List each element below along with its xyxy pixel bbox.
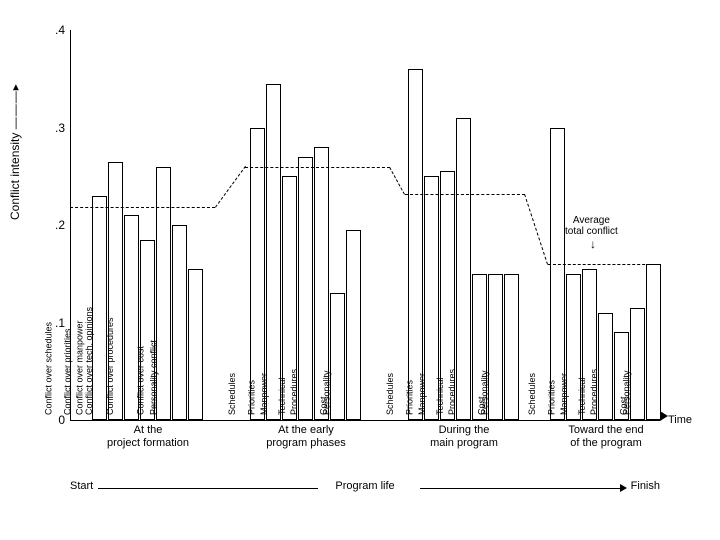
bar-label: Technical [435, 377, 445, 415]
bar-label: Personality conflict [148, 340, 158, 415]
bar-label: Priorities [404, 380, 414, 415]
chart-area: Conflict over schedulesConflict over pri… [70, 30, 660, 421]
bar-label: Personality [621, 370, 631, 415]
bar-label: Conflict over manpower [74, 320, 84, 415]
bar-label: Manpower [258, 373, 268, 415]
bar-label: Conflict over cost [135, 346, 145, 415]
bar-label: Priorities [546, 380, 556, 415]
bar-label: Schedules [526, 373, 536, 415]
program-life-finish: Finish [631, 480, 660, 492]
chart-container: Conflict intensity ———▸ Conflict over sc… [0, 0, 720, 540]
average-line [70, 207, 215, 208]
x-axis-arrow-icon [660, 411, 668, 421]
program-life-axis: Start Program life Finish [70, 480, 660, 496]
y-tick: .4 [40, 23, 65, 37]
average-label: Averagetotal conflict [565, 215, 618, 237]
y-tick: .3 [40, 121, 65, 135]
average-line [405, 194, 525, 195]
bar: Cost [630, 308, 645, 420]
bar: Technical [456, 118, 471, 420]
y-axis-label-text: Conflict intensity [8, 133, 22, 220]
bar-label: Conflict over tech. opinions [83, 307, 93, 415]
average-line [215, 166, 246, 208]
bar-label: Procedures [446, 369, 456, 415]
average-line [524, 194, 548, 264]
bar-group: SchedulesPrioritiesManpowerTechnicalProc… [408, 69, 519, 420]
bar-group: SchedulesPrioritiesManpowerTechnicalProc… [250, 84, 361, 420]
bar: Personality [504, 274, 519, 420]
group-label: At the earlyprogram phases [250, 424, 362, 449]
bar: Priorities [266, 84, 281, 420]
bar-group: Conflict over schedulesConflict over pri… [92, 162, 203, 420]
y-axis-arrow-icon: ———▸ [8, 83, 22, 129]
bar-label: Manpower [558, 373, 568, 415]
bar: Technical [298, 157, 313, 420]
bar-label: Conflict over priorities [62, 328, 72, 415]
average-line [548, 264, 660, 265]
x-axis-end-label: Time [668, 414, 692, 426]
bar: Personality [346, 230, 361, 420]
group-label: During themain program [408, 424, 520, 449]
bar: Cost [330, 293, 345, 420]
bar-label: Personality [479, 370, 489, 415]
bar: Schedules [408, 69, 423, 420]
bar: Conflict over cost [172, 225, 187, 420]
bar-label: Personality [321, 370, 331, 415]
bar-label: Conflict over procedures [105, 317, 115, 415]
average-pointer-icon: ↓ [590, 237, 596, 251]
bar: Personality [646, 264, 661, 420]
y-tick: 0 [40, 413, 65, 427]
bar-label: Procedures [588, 369, 598, 415]
program-life-line [98, 488, 318, 489]
program-life-line [420, 488, 620, 489]
y-tick: .1 [40, 316, 65, 330]
bar-label: Technical [277, 377, 287, 415]
bar-label: Manpower [416, 373, 426, 415]
bar-label: Procedures [288, 369, 298, 415]
group-label: At theproject formation [92, 424, 204, 449]
y-tick: .2 [40, 218, 65, 232]
group-label: Toward the endof the program [550, 424, 662, 449]
program-life-start: Start [70, 480, 93, 492]
average-line [245, 167, 390, 168]
bar-label: Schedules [226, 373, 236, 415]
bar: Cost [488, 274, 503, 420]
program-life-arrow-icon [620, 484, 627, 492]
bar-label: Conflict over schedules [43, 322, 53, 415]
bar: Personality conflict [188, 269, 203, 420]
bar-label: Technical [577, 377, 587, 415]
y-axis-label: Conflict intensity ———▸ [8, 83, 22, 220]
program-life-mid: Program life [331, 480, 398, 492]
bar-label: Schedules [384, 373, 394, 415]
bar-group: SchedulesPrioritiesManpowerTechnicalProc… [550, 128, 661, 421]
average-line [389, 167, 405, 195]
bar: Technical [598, 313, 613, 420]
bar-label: Priorities [246, 380, 256, 415]
